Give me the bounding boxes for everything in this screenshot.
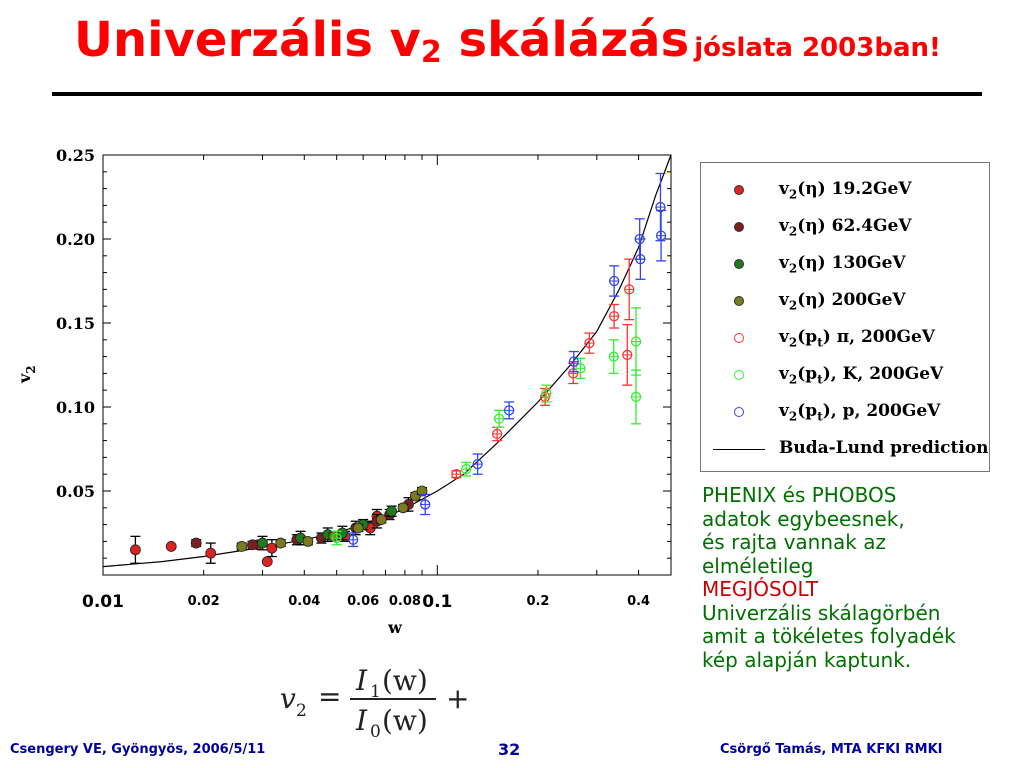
formula-numerator: I (355, 664, 368, 697)
description-line-5: Univerzális skálagörbén (702, 600, 941, 625)
legend-label: v2(pt) π, 200GeV (779, 327, 935, 350)
legend-entry: v2(η) 19.2GeV (701, 176, 989, 206)
data-point (302, 535, 314, 547)
y-tick-label: 0.20 (56, 230, 95, 249)
description-line-6: amit a tökéletes folyadék (702, 624, 956, 648)
data-point (261, 556, 273, 567)
footer-page-number: 32 (498, 740, 521, 759)
x-tick-label: 0.02 (188, 594, 220, 609)
legend-label: v2(pt), K, 200GeV (779, 364, 944, 387)
legend-entry: v2(pt) π, 200GeV (701, 324, 989, 354)
y-tick-label: 0.25 (56, 146, 95, 165)
x-tick-label: 0.08 (389, 594, 421, 609)
x-tick-label: 0.1 (422, 592, 452, 612)
series-4 (451, 258, 635, 480)
svg-text:v: v (280, 682, 296, 715)
data-point (386, 505, 398, 517)
title-subtitle: jóslata 2003ban! (694, 33, 941, 63)
title-main-sub: 2 (420, 35, 442, 70)
description-highlight: MEGJÓSOLT (702, 577, 819, 601)
legend-entry: v2(pt), p, 200GeV (701, 398, 989, 428)
legend-entry: v2(pt), K, 200GeV (701, 361, 989, 391)
data-point (205, 547, 217, 559)
data-point (236, 541, 248, 552)
legend-label: v2(pt), p, 200GeV (779, 401, 941, 424)
data-point (129, 544, 141, 556)
footer-left: Csengery VE, Gyöngyös, 2006/5/11 (10, 742, 266, 757)
description-line-4: elméletileg (702, 553, 814, 578)
buda-lund-prediction-curve (102, 154, 672, 568)
legend-label: v2(η) 62.4GeV (779, 216, 912, 239)
slide-description: PHENIX és PHOBOS adatok egybeesnek, és r… (702, 483, 1024, 672)
chart-legend: v2(η) 19.2GeV v2(η) 62.4GeV v2(η) 130GeV v2… (700, 162, 990, 472)
formula-lhs-sub: 2 (296, 701, 307, 721)
y-tick-label: 0.10 (56, 398, 95, 417)
formula-lhs: v (280, 682, 296, 715)
series-3 (236, 485, 428, 552)
data-point (352, 522, 364, 534)
x-tick-label: 0.4 (627, 594, 650, 609)
x-tick-label: 0.01 (82, 592, 124, 612)
formula-num-arg: (w) (382, 664, 428, 697)
legend-entry: v2(η) 62.4GeV (701, 213, 989, 243)
description-line-3: és rajta vannak az (702, 530, 886, 554)
svg-text:=: = (318, 680, 341, 713)
formula-den-arg: (w) (382, 704, 428, 737)
legend-marker (734, 185, 744, 195)
legend-marker (734, 370, 744, 380)
y-axis-label-main: v (15, 373, 34, 384)
series-5 (331, 307, 642, 546)
description-line-1: PHENIX és PHOBOS (702, 483, 897, 507)
title-main: Univerzális v (74, 12, 421, 68)
legend-label: v2(η) 19.2GeV (779, 179, 912, 202)
description-line-7: kép alapján kaptunk. (702, 647, 912, 672)
legend-marker (734, 259, 744, 269)
formula-fraction-bar (350, 698, 436, 700)
y-tick-label: 0.15 (56, 314, 95, 333)
legend-marker (734, 407, 744, 417)
title-divider (52, 92, 982, 96)
formula-denominator: I (355, 704, 368, 737)
data-point (190, 537, 202, 549)
legend-label: Buda-Lund prediction (779, 438, 989, 458)
data-point (375, 514, 387, 525)
data-point (397, 502, 409, 514)
legend-marker (734, 333, 744, 343)
data-point (165, 541, 177, 552)
legend-entry: v2(η) 130GeV (701, 250, 989, 280)
title-main-end: skálázás (458, 12, 690, 68)
v2-formula: v 2 = I 1 (w) I 0 (w) + (280, 664, 469, 742)
description-line-2: adatok egybeesnek, (702, 506, 905, 531)
x-tick-label: 0.04 (288, 594, 320, 609)
formula-trailing: + (446, 682, 469, 715)
y-axis-label-sub: 2 (24, 365, 38, 373)
data-point (275, 537, 287, 549)
legend-label: v2(η) 200GeV (779, 290, 906, 313)
legend-entry-curve: Buda-Lund prediction (701, 435, 989, 465)
footer-right: Csörgő Tamás, MTA KFKI RMKI (720, 742, 943, 757)
data-point (266, 542, 278, 554)
legend-marker (734, 222, 744, 232)
x-tick-label: 0.2 (526, 594, 549, 609)
legend-label: v2(η) 130GeV (779, 253, 906, 276)
slide-title: Univerzális v2 skálázás jóslata 2003ban! (74, 12, 1004, 82)
legend-line-marker (713, 449, 765, 450)
plot-frame (102, 154, 672, 576)
x-axis-label: w (387, 618, 403, 637)
legend-marker (734, 296, 744, 306)
y-axis-label: v2 (15, 365, 38, 384)
data-point (247, 539, 258, 551)
v2-scaling-chart: 0.05 0.10 0.15 0.20 0.25 0.01 0.02 0.04 0.06 0.08… (15, 146, 672, 637)
data-point (416, 485, 428, 497)
formula-num-sub: 1 (370, 682, 381, 702)
data-point (257, 537, 268, 549)
formula-den-sub: 0 (370, 722, 381, 742)
legend-entry: v2(η) 200GeV (701, 287, 989, 317)
x-tick-label: 0.06 (347, 594, 379, 609)
series-6 (347, 172, 667, 548)
y-tick-label: 0.05 (56, 482, 95, 501)
